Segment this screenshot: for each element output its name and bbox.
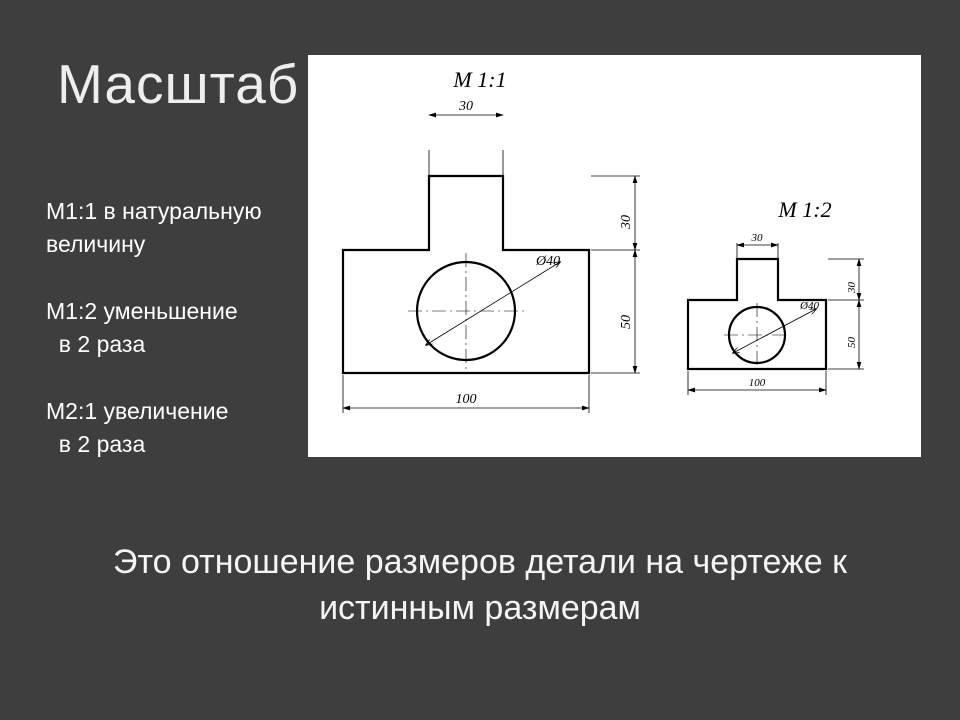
side-l5: М2:1 увеличение — [46, 398, 228, 424]
dim-toph-val-large: 30 — [619, 215, 634, 230]
dim-h-val-large: 50 — [619, 315, 634, 329]
dim-topw-val-large: 30 — [458, 99, 473, 114]
bottom-l2: истинным размерам — [319, 589, 641, 627]
dia-leader-large — [426, 262, 560, 345]
dim-topw-val-small: 30 — [751, 232, 764, 244]
slide-title: Масштаб — [57, 52, 299, 116]
side-l1: М1:1 в натуральную — [46, 198, 262, 224]
slide: Масштаб М1:1 в натуральную величину М1:2… — [0, 0, 960, 720]
side-l4: в 2 раза — [46, 331, 145, 357]
dim-w-val-small: 100 — [749, 377, 766, 389]
scale-label-large: М 1:1 — [452, 67, 506, 92]
side-l6: в 2 раза — [46, 431, 145, 457]
drawing-small: М 1:2 Ø40 30 100 30 — [688, 197, 864, 395]
scale-label-small: М 1:2 — [777, 197, 831, 222]
dim-h-val-small: 50 — [846, 337, 858, 349]
sidebar-text: М1:1 в натуральную величину М1:2 уменьше… — [46, 195, 262, 462]
dim-toph-val-small: 30 — [846, 282, 858, 295]
drawing-panel: М 1:1 Ø40 30 100 — [307, 54, 922, 458]
bottom-text: Это отношение размеров детали на чертеже… — [0, 540, 960, 632]
side-l3: М1:2 уменьшение — [46, 298, 238, 324]
dia-leader-small — [733, 309, 816, 353]
dim-dia-small: Ø40 — [799, 300, 819, 312]
dim-w-val-large: 100 — [456, 392, 477, 407]
dim-dia-large: Ø40 — [535, 254, 560, 269]
drawing-large: М 1:1 Ø40 30 100 — [343, 67, 640, 413]
bottom-l1: Это отношение размеров детали на чертеже… — [113, 543, 847, 581]
drawing-svg: М 1:1 Ø40 30 100 — [308, 55, 921, 457]
side-l2: величину — [46, 231, 145, 257]
